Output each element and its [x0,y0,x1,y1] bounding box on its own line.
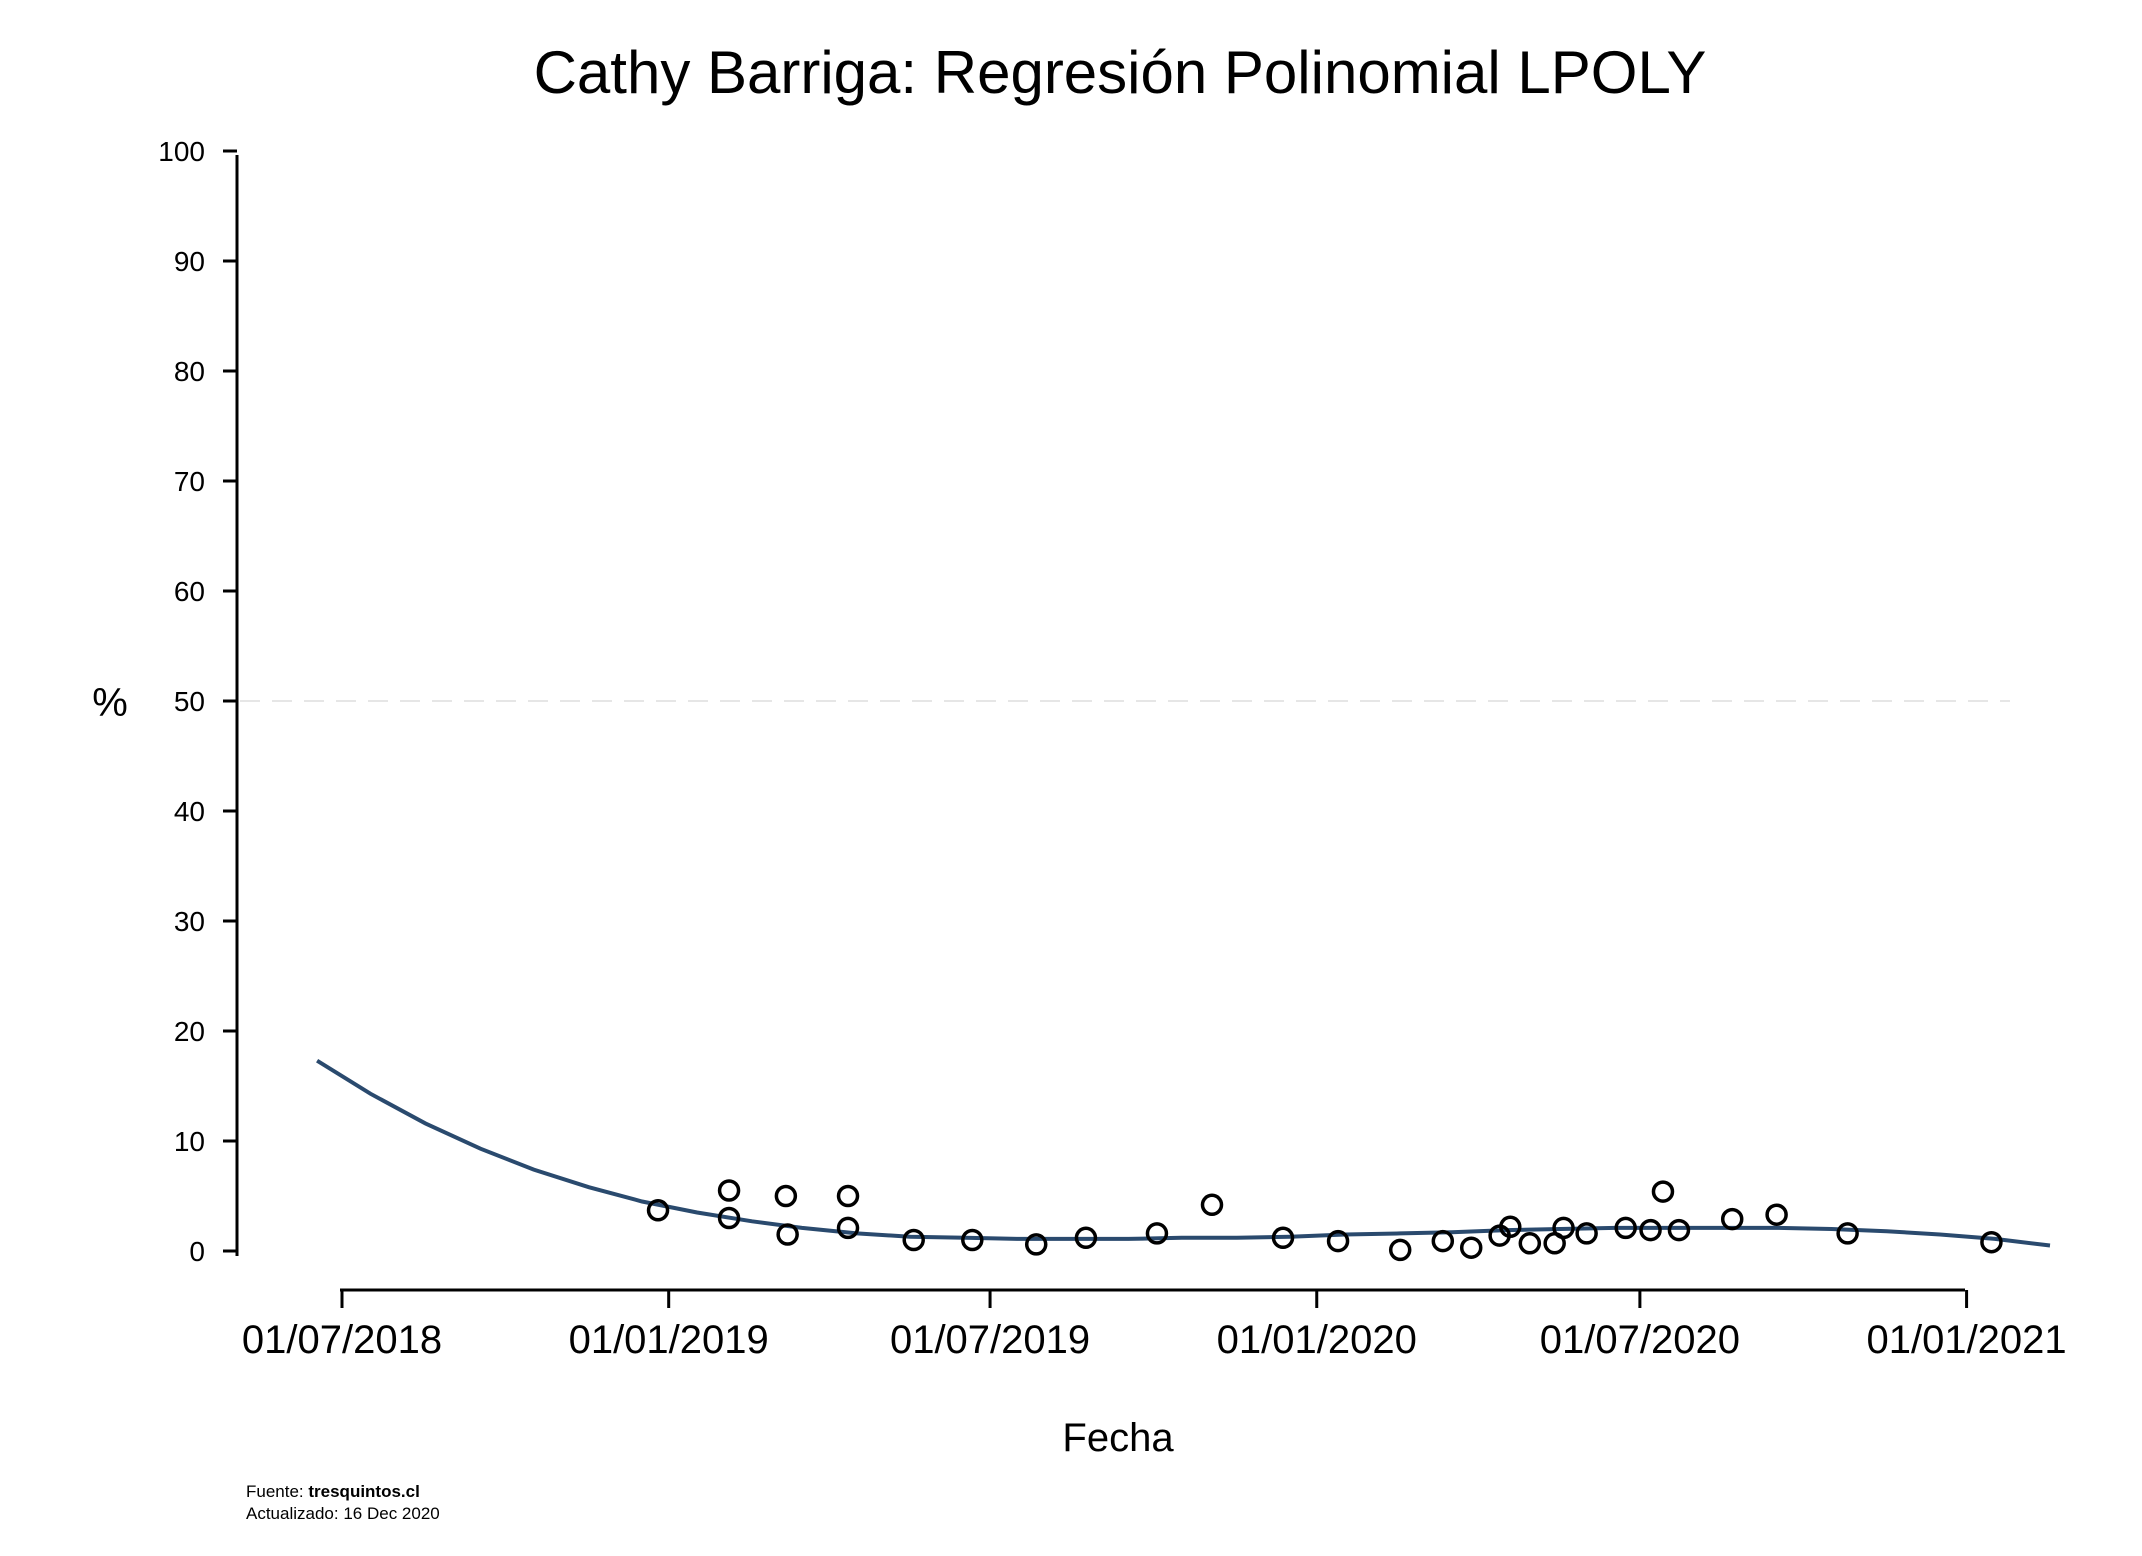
y-axis-title: % [92,681,128,725]
footer-source-value: tresquintos.cl [308,1482,419,1501]
scatter-points [646,1179,2003,1262]
footer-source: Fuente: tresquintos.cl [246,1482,420,1501]
data-point [1518,1232,1542,1255]
data-point [776,1223,799,1246]
x-axis-ticks: 01/07/2018 01/01/2019 01/07/2019 01/01/2020… [242,1290,2067,1362]
data-point [1326,1229,1350,1253]
data-point [1552,1216,1575,1240]
data-point [1836,1222,1859,1245]
data-point [1499,1215,1522,1239]
x-tick-label: 01/07/2020 [1540,1318,1740,1362]
y-tick-label: 40 [174,796,205,827]
footer-updated: Actualizado: 16 Dec 2020 [246,1504,440,1523]
data-point [961,1228,984,1252]
data-point [717,1206,741,1230]
data-point [717,1179,741,1202]
y-tick-label: 90 [174,246,205,277]
y-tick-label: 0 [189,1236,205,1267]
data-point [646,1199,670,1222]
data-point [1388,1238,1412,1262]
y-axis-ticks: 0 10 20 30 40 50 60 70 80 90 100 [158,136,237,1267]
data-point [1614,1216,1637,1240]
x-tick-label: 01/07/2018 [242,1318,442,1362]
data-point [774,1184,798,1208]
x-axis-title: Fecha [1062,1416,1174,1460]
data-point [1667,1218,1691,1242]
data-point [836,1216,860,1240]
data-point [1720,1207,1744,1231]
x-tick-label: 01/01/2019 [569,1318,769,1362]
data-point [1271,1226,1295,1250]
footer-source-label: Fuente: [246,1482,308,1501]
series-polynomial-fit-line [316,1058,2051,1248]
data-point [1024,1233,1048,1256]
data-point [1639,1218,1662,1242]
data-point [902,1228,925,1252]
data-point [1980,1230,2003,1254]
data-point [1145,1222,1169,1245]
chart-title: Cathy Barriga: Regresión Polinomial LPOL… [534,39,1707,106]
y-tick-label: 20 [174,1016,205,1047]
y-tick-label: 60 [174,576,205,607]
data-point [1074,1226,1098,1250]
data-point [1651,1180,1675,1203]
y-tick-label: 50 [174,686,205,717]
data-point [1431,1229,1455,1253]
data-point [1575,1222,1598,1245]
data-point [1200,1193,1224,1217]
data-point [836,1184,860,1208]
data-point [1459,1236,1483,1259]
y-tick-label: 100 [158,136,205,167]
y-tick-label: 10 [174,1126,205,1157]
data-point [1765,1203,1788,1226]
y-tick-label: 70 [174,466,205,497]
x-tick-label: 01/01/2021 [1866,1318,2066,1362]
y-tick-label: 80 [174,356,205,387]
x-tick-label: 01/01/2020 [1217,1318,1417,1362]
y-tick-label: 30 [174,906,205,937]
x-tick-label: 01/07/2019 [890,1318,1090,1362]
